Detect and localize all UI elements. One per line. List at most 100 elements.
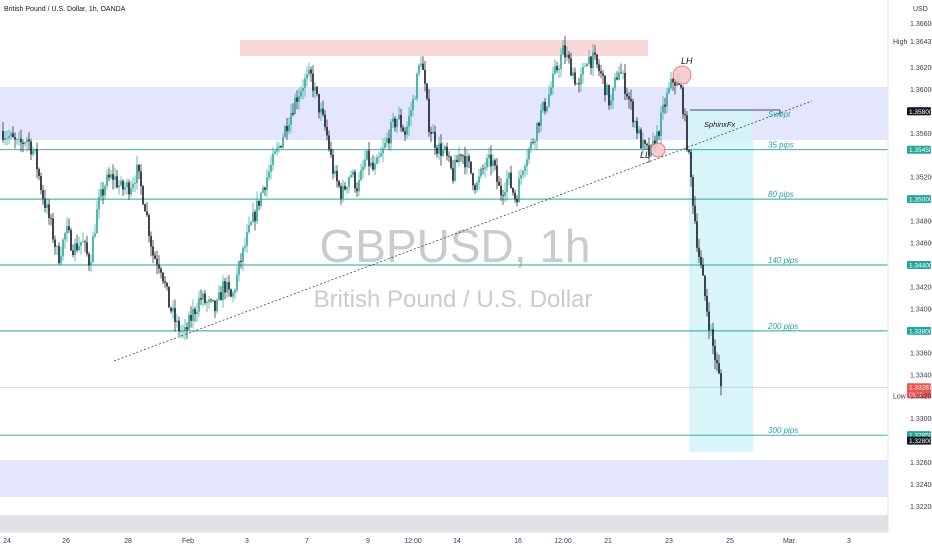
candle-body bbox=[464, 155, 466, 168]
x-tick-label: Feb bbox=[182, 538, 194, 545]
candle-body bbox=[610, 100, 612, 106]
candle-body bbox=[706, 296, 708, 312]
candle-body bbox=[508, 172, 510, 179]
candle-body bbox=[106, 174, 108, 187]
candle-body bbox=[682, 87, 684, 115]
candle-body bbox=[46, 204, 48, 208]
candle-body bbox=[552, 73, 554, 88]
candle-body bbox=[200, 298, 202, 300]
candle-body bbox=[588, 56, 590, 64]
candle-body bbox=[562, 45, 564, 55]
candle-body bbox=[618, 72, 620, 80]
y-tick-label: 1.32200 bbox=[910, 504, 932, 511]
candle-body bbox=[554, 66, 556, 74]
candle-body bbox=[336, 170, 338, 182]
candle-body bbox=[580, 74, 582, 85]
candle-body bbox=[158, 264, 160, 269]
candle-body bbox=[346, 186, 348, 190]
x-tick-label: 12:00 bbox=[404, 538, 422, 545]
ll-label: LL bbox=[640, 150, 650, 160]
candle-body bbox=[48, 204, 50, 218]
candle-body bbox=[628, 96, 630, 100]
candle-body bbox=[640, 129, 642, 149]
candle-body bbox=[496, 165, 498, 182]
candle-body bbox=[298, 96, 300, 102]
candle-body bbox=[388, 138, 390, 144]
candle-body bbox=[224, 281, 226, 293]
candle-body bbox=[510, 172, 512, 189]
candle-body bbox=[206, 302, 208, 304]
candle-body bbox=[148, 215, 150, 236]
candle-body bbox=[296, 97, 298, 102]
candle-body bbox=[538, 122, 540, 126]
candle-body bbox=[658, 131, 660, 136]
candle-body bbox=[270, 164, 272, 172]
candle-body bbox=[716, 359, 718, 364]
candle-body bbox=[350, 175, 352, 178]
candle-body bbox=[514, 192, 516, 200]
candle-body bbox=[636, 121, 638, 134]
candle-body bbox=[242, 247, 244, 262]
candle-body bbox=[446, 146, 448, 156]
candle-body bbox=[144, 204, 146, 212]
candle-body bbox=[490, 154, 492, 167]
candle-body bbox=[442, 149, 444, 156]
candle-body bbox=[540, 110, 542, 126]
candle-body bbox=[170, 307, 172, 312]
candle-body bbox=[178, 320, 180, 332]
candle-body bbox=[96, 209, 98, 234]
candle-body bbox=[256, 200, 258, 222]
candle-body bbox=[124, 187, 126, 190]
y-tick-label: 1.33000 bbox=[910, 416, 932, 423]
candle-body bbox=[244, 245, 246, 248]
candle-body bbox=[212, 299, 214, 301]
candle-body bbox=[254, 212, 256, 222]
candle-body bbox=[250, 222, 252, 225]
y-tick-label: 1.33600 bbox=[910, 350, 932, 357]
candle-body bbox=[210, 299, 212, 301]
candle-body bbox=[690, 152, 692, 178]
candle-body bbox=[422, 63, 424, 70]
candle-body bbox=[578, 83, 580, 85]
candle-body bbox=[116, 176, 118, 188]
candle-body bbox=[570, 58, 572, 76]
candle-body bbox=[672, 79, 674, 83]
candle-body bbox=[548, 94, 550, 107]
candle-body bbox=[38, 169, 40, 177]
candle-body bbox=[284, 126, 286, 138]
candle-body bbox=[14, 137, 16, 140]
candle-body bbox=[616, 77, 618, 80]
candle-body bbox=[358, 180, 360, 192]
candle-body bbox=[308, 69, 310, 75]
candle-body bbox=[54, 239, 56, 248]
candle-body bbox=[66, 226, 68, 234]
candle-body bbox=[390, 121, 392, 144]
candle-body bbox=[584, 66, 586, 68]
candle-body bbox=[262, 187, 264, 193]
candle-body bbox=[160, 268, 162, 273]
candle-body bbox=[126, 182, 128, 188]
price-tag bbox=[907, 145, 931, 154]
candle-body bbox=[24, 142, 26, 144]
candle-body bbox=[62, 239, 64, 257]
candle-body bbox=[394, 118, 396, 128]
price-tag-countdown: 06:10 bbox=[909, 393, 923, 399]
price-tag bbox=[907, 195, 931, 204]
candle-body bbox=[462, 155, 464, 157]
price-tag-value: 1.35000 bbox=[909, 197, 932, 204]
y-tick-label: 1.32600 bbox=[910, 460, 932, 467]
candle-body bbox=[330, 149, 332, 155]
candle-body bbox=[472, 173, 474, 186]
candle-body bbox=[52, 218, 54, 240]
candle-body bbox=[334, 170, 336, 174]
candle-body bbox=[684, 114, 686, 116]
candle-body bbox=[440, 143, 442, 156]
candle-body bbox=[84, 241, 86, 243]
candle-body bbox=[300, 90, 302, 97]
candle-body bbox=[272, 153, 274, 165]
candle-body bbox=[698, 247, 700, 257]
candle-body bbox=[226, 282, 228, 293]
candle-body bbox=[526, 159, 528, 167]
candle-body bbox=[120, 180, 122, 186]
